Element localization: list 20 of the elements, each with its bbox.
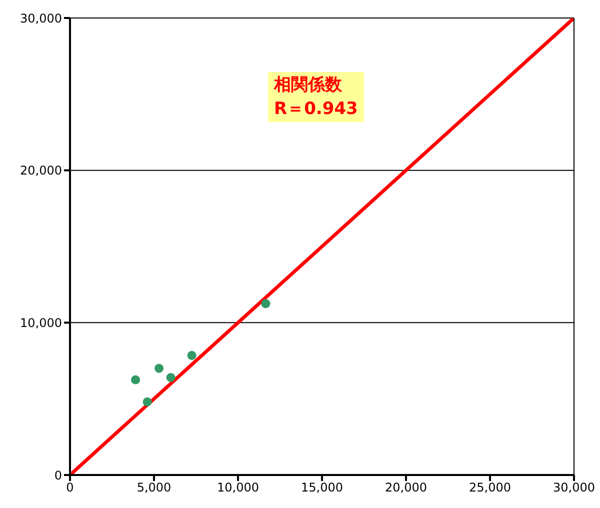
x-tick-label: 5,000 [136, 480, 172, 495]
x-tick-label: 0 [66, 480, 74, 495]
annotation: 相関係数 [274, 74, 343, 97]
point [131, 375, 140, 384]
y-tick-label: 30,000 [20, 11, 62, 26]
point [166, 373, 176, 382]
point [142, 397, 152, 406]
x-tick-label: 25,000 [469, 480, 511, 495]
x-tick-label: 10,000 [217, 480, 259, 495]
point [187, 350, 196, 360]
annotation: R＝0.943 [274, 98, 358, 121]
y-tick-label: 20,000 [20, 164, 62, 178]
x-tick-label: 15,000 [301, 480, 343, 495]
x-tick-label: 30,000 [553, 480, 595, 495]
y-tick-label: 10,000 [20, 316, 62, 330]
x-tick-label: 20,000 [385, 480, 427, 495]
annotation-box: 相関係数 R＝0.943 [268, 72, 364, 122]
point [154, 364, 164, 373]
point [261, 299, 270, 308]
y-tick-label: 0 [54, 468, 62, 482]
